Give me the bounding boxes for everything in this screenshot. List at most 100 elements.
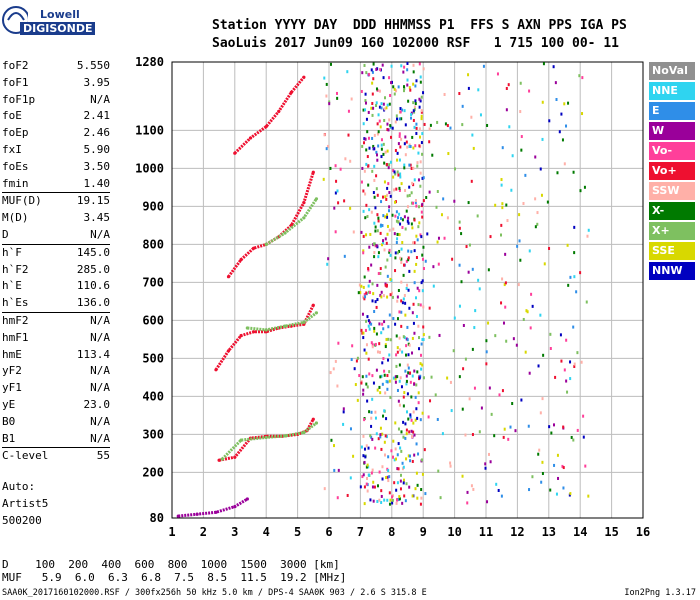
x-tick-label: 1	[168, 525, 175, 539]
noise-echo	[387, 166, 390, 170]
noise-echo	[395, 501, 398, 505]
noise-echo	[417, 178, 420, 182]
noise-echo	[378, 470, 381, 474]
legend-item: W	[649, 122, 695, 140]
echo-point	[314, 311, 319, 315]
noise-echo	[396, 158, 399, 162]
noise-echo	[393, 232, 396, 236]
param-name: MUF(D)	[2, 194, 42, 208]
noise-echo	[422, 305, 425, 309]
noise-echo	[377, 251, 380, 255]
param-row: MUF(D) 19.15	[2, 192, 110, 210]
noise-echo	[397, 142, 400, 146]
noise-echo	[380, 102, 383, 106]
param-value: N/A	[90, 414, 110, 428]
noise-echo	[375, 87, 378, 91]
param-name: h`F	[2, 245, 22, 259]
noise-echo	[460, 232, 463, 236]
noise-echo	[391, 495, 394, 499]
noise-echo	[500, 233, 503, 237]
noise-echo	[549, 332, 552, 336]
noise-echo	[368, 72, 371, 76]
noise-echo	[415, 262, 418, 266]
noise-echo	[362, 249, 365, 253]
noise-echo	[398, 497, 401, 501]
noise-echo	[389, 395, 392, 399]
noise-echo	[418, 127, 421, 131]
noise-echo	[560, 112, 563, 116]
noise-echo	[423, 122, 426, 126]
noise-echo	[373, 329, 376, 333]
noise-echo	[375, 332, 378, 336]
noise-echo	[399, 110, 402, 114]
noise-echo	[387, 469, 390, 473]
noise-echo	[413, 433, 416, 437]
noise-echo	[382, 414, 385, 418]
noise-echo	[449, 461, 452, 465]
noise-echo	[474, 309, 477, 313]
noise-echo	[379, 350, 382, 354]
noise-echo	[406, 78, 409, 82]
noise-echo	[362, 189, 365, 193]
noise-echo	[566, 390, 569, 394]
noise-echo	[563, 162, 566, 166]
noise-echo	[406, 194, 409, 198]
noise-echo	[387, 325, 390, 329]
noise-echo	[467, 201, 470, 205]
noise-echo	[396, 299, 399, 303]
noise-echo	[410, 201, 413, 205]
noise-echo	[398, 310, 401, 314]
noise-echo	[531, 475, 534, 479]
noise-echo	[426, 232, 429, 236]
noise-echo	[402, 70, 405, 74]
noise-echo	[464, 433, 467, 437]
noise-echo	[384, 237, 387, 241]
noise-echo	[421, 152, 424, 156]
noise-echo	[366, 385, 369, 389]
noise-echo	[390, 64, 393, 68]
noise-echo	[384, 195, 387, 199]
noise-echo	[429, 123, 432, 127]
noise-echo	[367, 136, 370, 140]
noise-echo	[386, 232, 389, 236]
noise-echo	[377, 130, 380, 134]
noise-echo	[410, 112, 413, 116]
noise-echo	[414, 102, 417, 106]
noise-echo	[407, 221, 410, 225]
noise-echo	[462, 323, 465, 327]
noise-echo	[374, 300, 377, 304]
noise-echo	[446, 124, 449, 128]
noise-echo	[401, 218, 404, 222]
noise-echo	[480, 406, 483, 410]
noise-echo	[478, 430, 481, 434]
noise-echo	[408, 86, 411, 90]
noise-echo	[394, 214, 397, 218]
noise-echo	[527, 424, 530, 428]
noise-echo	[362, 108, 365, 112]
noise-echo	[400, 430, 403, 434]
noise-echo	[398, 186, 401, 190]
noise-echo	[375, 103, 378, 107]
noise-echo	[406, 392, 409, 396]
noise-echo	[461, 407, 464, 411]
noise-echo	[542, 353, 545, 357]
noise-echo	[362, 434, 365, 438]
noise-echo	[418, 97, 421, 101]
noise-echo	[409, 413, 412, 417]
noise-echo	[402, 404, 405, 408]
noise-echo	[566, 243, 569, 247]
param-name: C-level	[2, 449, 49, 463]
noise-echo	[501, 202, 504, 206]
noise-echo	[385, 106, 388, 110]
noise-echo	[386, 122, 389, 126]
noise-echo	[373, 133, 376, 137]
noise-echo	[367, 319, 370, 323]
noise-echo	[363, 447, 366, 451]
noise-echo	[412, 421, 415, 425]
noise-echo	[420, 109, 423, 113]
param-row: D N/A	[2, 227, 110, 244]
noise-echo	[421, 257, 424, 261]
noise-echo	[511, 154, 514, 158]
echo-point	[302, 216, 306, 220]
echo-point	[264, 125, 268, 129]
